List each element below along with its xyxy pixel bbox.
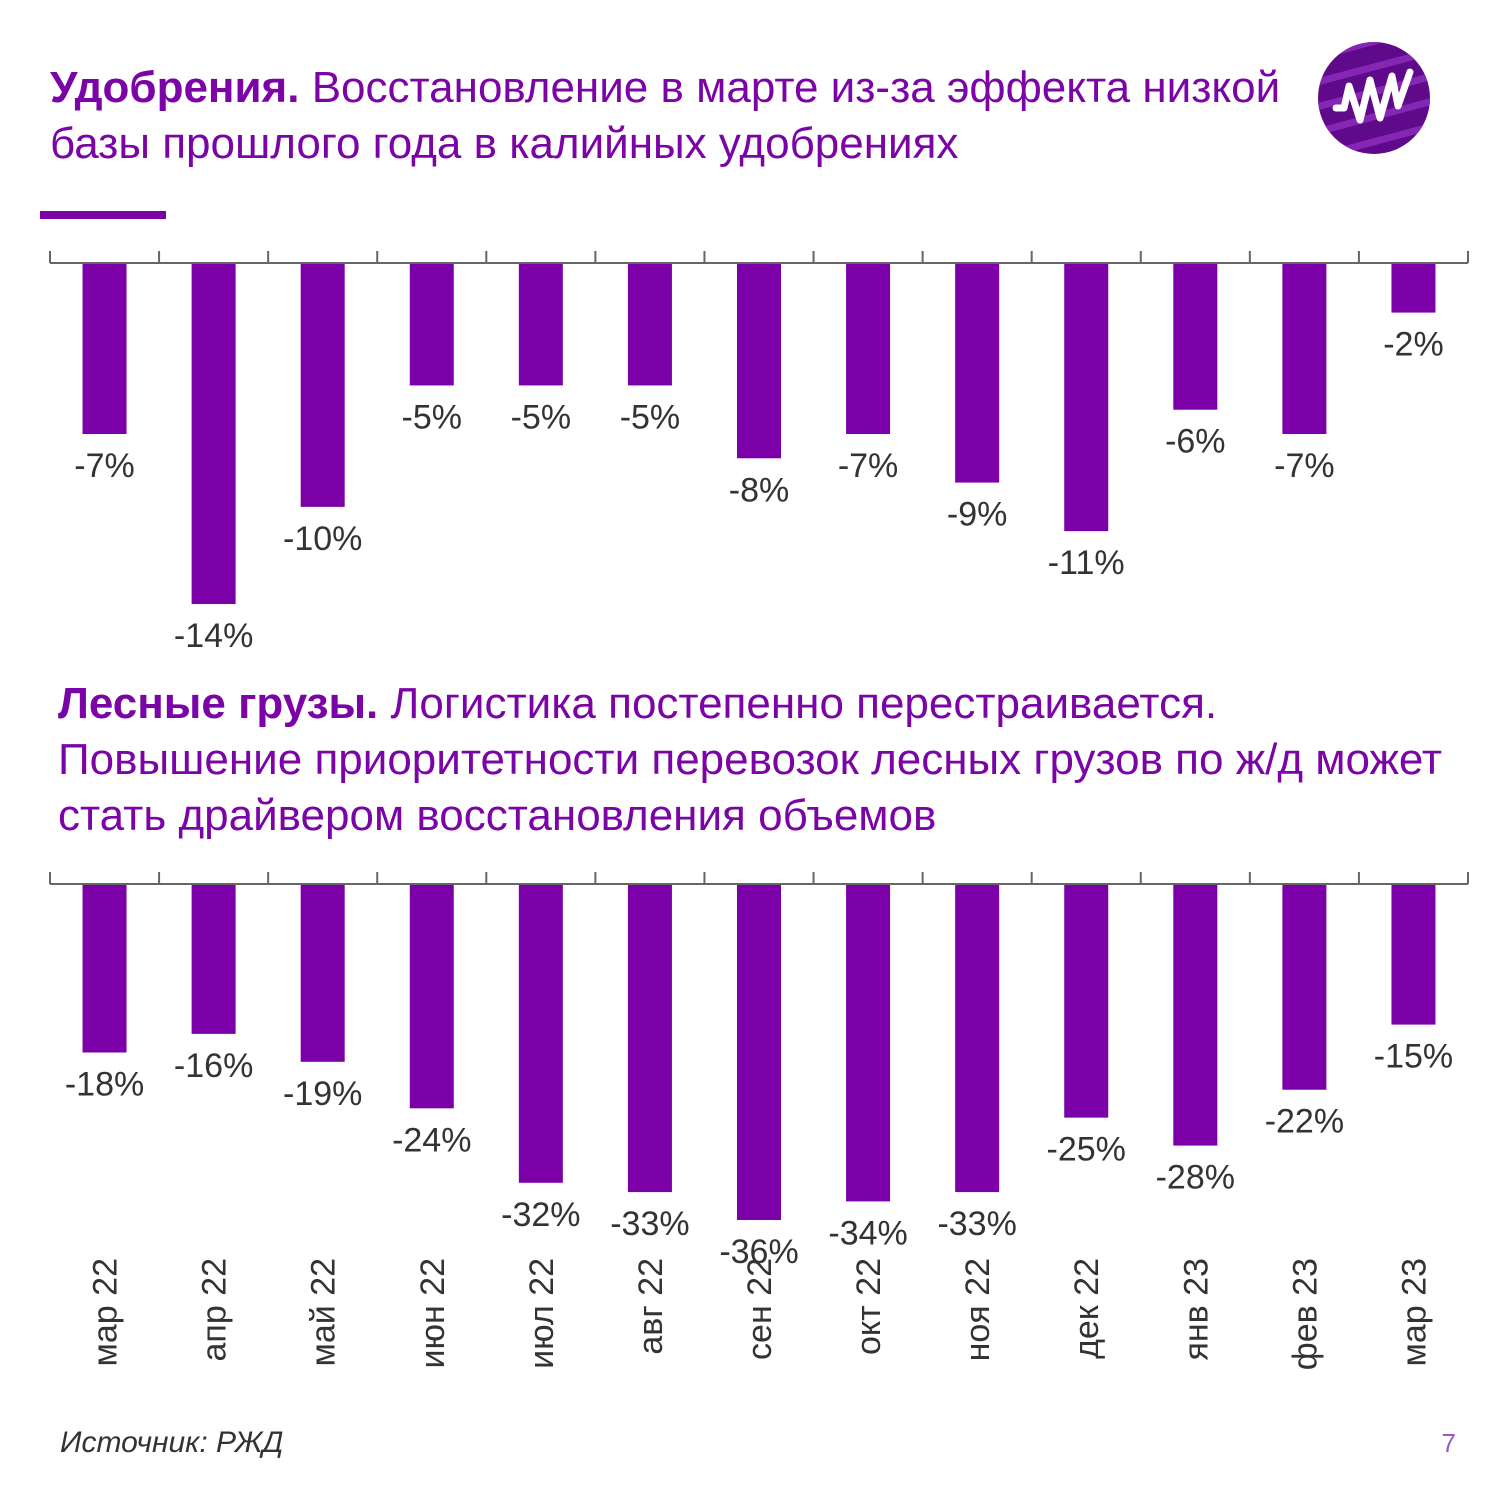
chart2-data-label: -34% <box>828 1214 907 1252</box>
chart2-bar <box>846 885 891 1202</box>
chart2-bar <box>1173 885 1218 1146</box>
category-label: сен 22 <box>741 1258 779 1360</box>
category-label: мар 22 <box>87 1258 125 1366</box>
chart1-data-label: -9% <box>947 496 1007 534</box>
chart1-data-label: -10% <box>283 520 362 558</box>
chart1-bar <box>627 264 672 386</box>
category-label: май 22 <box>305 1258 343 1367</box>
chart2-title-rest: Логистика постепенно перестраивается. По… <box>58 679 1443 840</box>
chart1-title-bold: Удобрения. <box>50 63 300 112</box>
logo-label: MW <box>1373 149 1375 151</box>
chart1-bar <box>955 264 1000 483</box>
chart2-bar <box>191 885 236 1034</box>
chart1-data-label: -8% <box>729 471 789 509</box>
chart2-data-label: -32% <box>501 1196 580 1234</box>
chart1-title: Удобрения. Восстановление в марте из-за … <box>50 60 1310 172</box>
chart2-title-bold: Лесные грузы. <box>58 679 379 728</box>
chart1-data-label: -7% <box>74 447 134 485</box>
chart1-bar <box>518 264 563 386</box>
chart1-bar <box>846 264 891 434</box>
chart2-bar <box>955 885 1000 1193</box>
category-label: апр 22 <box>196 1258 234 1362</box>
chart1-title-rest: Восстановление в марте из-за эффекта низ… <box>50 63 1281 168</box>
chart2-title: Лесные грузы. Логистика постепенно перес… <box>58 676 1458 844</box>
chart1-data-label: -11% <box>1048 544 1125 582</box>
category-label: окт 22 <box>850 1258 888 1355</box>
chart2-bar <box>737 885 781 1220</box>
chart1-bar <box>1064 264 1109 532</box>
category-label: авг 22 <box>632 1258 670 1355</box>
category-label: дек 22 <box>1068 1258 1106 1359</box>
chart1-data-label: -5% <box>402 398 462 436</box>
chart2-bar <box>1282 885 1327 1090</box>
category-label: июн 22 <box>414 1258 452 1369</box>
chart2-data-label: -33% <box>610 1205 689 1243</box>
chart2-bar <box>82 885 127 1053</box>
chart1-data-label: -6% <box>1165 423 1225 461</box>
chart2-data-label: -15% <box>1374 1038 1453 1076</box>
title-accent-line <box>40 211 166 219</box>
page-number: 7 <box>1441 1428 1456 1458</box>
category-label: июл 22 <box>523 1258 561 1369</box>
chart1-bar <box>191 264 236 604</box>
chart1-bar <box>1282 264 1327 434</box>
chart1-data-label: -5% <box>620 398 680 436</box>
chart2-data-label: -22% <box>1265 1103 1344 1141</box>
chart2-bar <box>518 885 563 1183</box>
chart1-data-label: -7% <box>838 447 898 485</box>
chart2-bar <box>300 885 345 1062</box>
category-label: ноя 22 <box>959 1258 997 1361</box>
chart1-bar <box>409 264 454 386</box>
chart2-data-label: -28% <box>1156 1159 1235 1197</box>
chart2-data-label: -25% <box>1047 1131 1126 1169</box>
chart1-data-label: -5% <box>511 398 571 436</box>
category-label: фев 23 <box>1286 1258 1324 1370</box>
category-label: мар 23 <box>1395 1258 1433 1366</box>
chart1-bar <box>82 264 127 434</box>
chart1-data-label: -14% <box>174 617 253 655</box>
chart1-bar <box>300 264 345 507</box>
logo-mw-icon: MW <box>1318 42 1430 154</box>
chart1-bar <box>737 264 781 459</box>
chart2-data-label: -36% <box>719 1233 798 1271</box>
chart2-bar <box>1064 885 1109 1118</box>
chart2-data-label: -19% <box>283 1075 362 1113</box>
chart1-data-label: -2% <box>1383 326 1443 364</box>
chart2-bar <box>1391 885 1436 1025</box>
chart2-data-label: -16% <box>174 1047 253 1085</box>
category-label: янв 23 <box>1177 1258 1215 1361</box>
source-note: Источник: РЖД <box>60 1426 284 1459</box>
chart1-data-label: -7% <box>1274 447 1334 485</box>
chart2-bar <box>409 885 454 1109</box>
chart1-bar <box>1391 264 1436 313</box>
chart2-bar <box>627 885 672 1193</box>
chart2-data-label: -33% <box>937 1205 1016 1243</box>
chart2-data-label: -18% <box>65 1066 144 1104</box>
chart2-data-label: -24% <box>392 1121 471 1159</box>
chart1-bar <box>1173 264 1218 410</box>
